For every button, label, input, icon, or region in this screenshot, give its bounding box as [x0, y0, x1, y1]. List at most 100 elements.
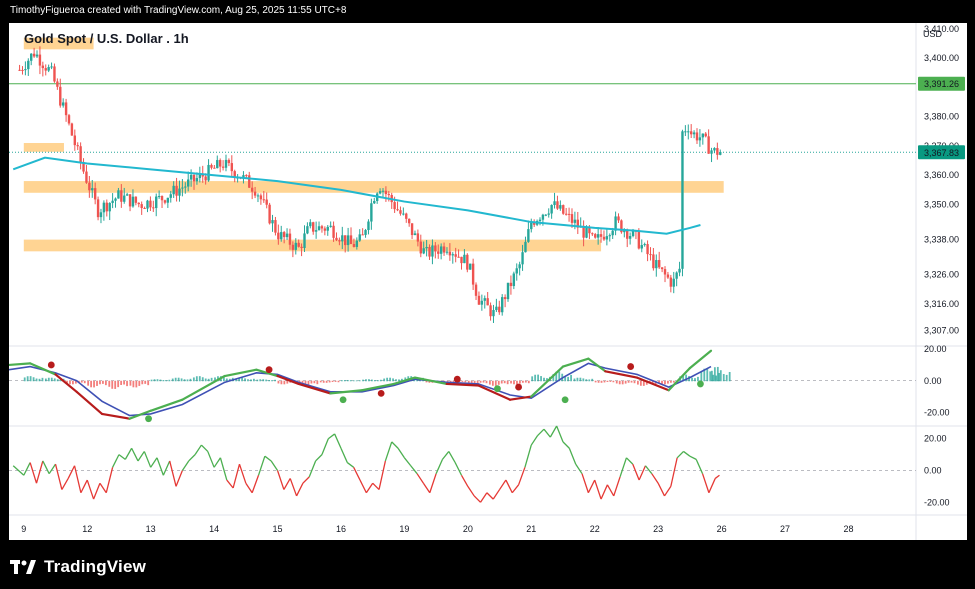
rsi-segment: [80, 479, 88, 494]
osc-fast-segment: [128, 409, 152, 420]
osc-fast-segment: [223, 368, 258, 378]
rsi-segment: [207, 451, 215, 468]
histogram-bar: [516, 380, 518, 385]
rsi-segment: [676, 450, 684, 459]
tradingview-logo-icon: [10, 560, 36, 574]
histogram-bar: [168, 379, 171, 382]
x-tick-label: 21: [526, 524, 536, 534]
histogram-bar: [624, 380, 627, 384]
rsi-segment: [575, 463, 583, 475]
tradingview-logo[interactable]: TradingView: [10, 556, 146, 578]
histogram-bar: [123, 380, 125, 385]
candle-body: [649, 254, 652, 256]
rsi-segment: [92, 482, 101, 500]
histogram-bar: [153, 379, 156, 382]
osc-signal-dot: [453, 375, 461, 383]
rsi-segment: [99, 482, 107, 494]
candle-body: [588, 227, 591, 234]
candle-body: [445, 251, 449, 253]
histogram-bar: [192, 377, 195, 382]
histogram-bar: [540, 376, 542, 382]
candle-body: [689, 131, 693, 135]
rsi-y-tick-label: -20.00: [924, 497, 950, 507]
histogram-bar: [718, 372, 720, 382]
rsi-segment: [499, 479, 507, 490]
candle-body: [233, 171, 236, 178]
rsi-segment: [454, 462, 463, 476]
histogram-bar: [346, 379, 349, 382]
osc-fast-segment: [667, 367, 691, 392]
histogram-bar: [482, 380, 485, 383]
x-tick-label: 19: [399, 524, 409, 534]
candle-body: [541, 214, 545, 220]
histogram-bar: [156, 379, 159, 382]
rsi-segment: [200, 444, 209, 452]
candle-body: [349, 235, 353, 245]
candle-body: [245, 175, 248, 177]
osc-signal-dot: [627, 363, 635, 370]
candle-body: [623, 230, 626, 233]
histogram-bar: [26, 376, 29, 382]
rsi-segment: [308, 460, 317, 478]
osc-fast-segment: [9, 362, 32, 367]
histogram-bar: [186, 379, 189, 382]
rsi-segment: [556, 425, 564, 443]
histogram-bar: [256, 379, 259, 382]
candle-body: [218, 160, 222, 167]
histogram-bar: [703, 368, 706, 382]
rsi-segment: [422, 482, 431, 494]
candle-body: [471, 263, 475, 285]
histogram-bar: [597, 380, 600, 383]
candle-body: [128, 194, 132, 207]
candle-body: [56, 81, 59, 87]
histogram-bar: [488, 380, 491, 385]
candle-body: [515, 268, 518, 274]
candle-body: [399, 210, 402, 214]
candle-body: [341, 235, 344, 242]
candle-body: [361, 234, 364, 236]
candle-body: [21, 69, 24, 71]
candle-body: [285, 233, 289, 238]
candle-body: [149, 200, 152, 208]
histogram-bar: [29, 376, 32, 382]
osc-fast-segment: [181, 374, 226, 401]
candle-body: [155, 196, 158, 209]
candle-body: [684, 131, 687, 133]
candle-body: [221, 166, 225, 168]
histogram-bar: [685, 374, 688, 382]
candle-body: [387, 194, 391, 196]
candle-body: [463, 254, 466, 264]
candle-body: [564, 213, 568, 215]
osc-fast-segment: [688, 349, 713, 370]
candle-body: [123, 195, 126, 202]
histogram-bar: [174, 377, 177, 382]
price-label-box: [918, 145, 965, 160]
candle-body: [317, 226, 321, 231]
rsi-segment: [581, 473, 589, 493]
candle-body: [18, 69, 21, 71]
rsi-segment: [169, 460, 177, 487]
candle-body: [120, 190, 123, 202]
candle-body: [207, 164, 210, 181]
y-tick-label: 3,350.00: [924, 199, 959, 209]
histogram-bar: [630, 380, 633, 383]
histogram-bar: [343, 380, 346, 382]
histogram-bar: [398, 379, 400, 382]
rsi-segment: [295, 482, 304, 497]
histogram-bar: [639, 380, 642, 386]
candle-body: [140, 204, 143, 208]
rsi-segment: [511, 484, 520, 494]
candle-body: [303, 233, 306, 249]
candle-body: [181, 187, 184, 189]
histogram-bar: [594, 380, 597, 383]
osc-fast-segment: [635, 376, 670, 392]
candle-body: [163, 200, 167, 203]
histogram-bar: [570, 374, 572, 382]
histogram-bar: [74, 380, 77, 384]
histogram-bar: [513, 380, 515, 385]
candle-body: [102, 202, 106, 213]
chart-panel[interactable]: USD 3,410.00 3,400.00 3,380.00 3,360.00 3,350…: [9, 23, 967, 540]
rsi-segment: [530, 435, 539, 446]
rsi-segment: [625, 457, 634, 465]
